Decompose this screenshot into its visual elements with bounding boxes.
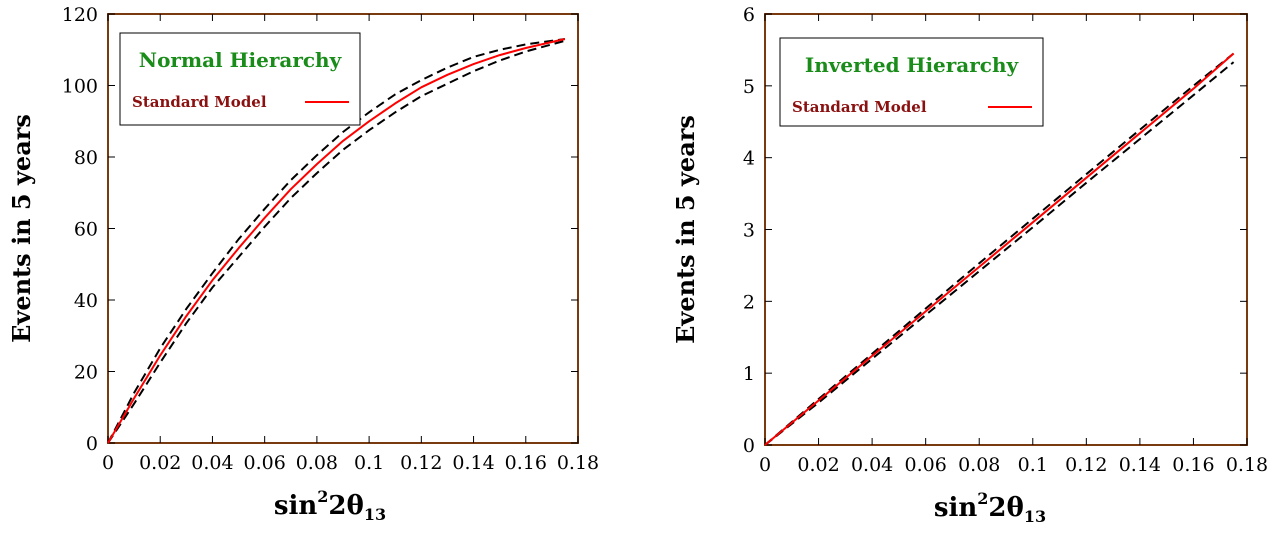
y-tick-label: 4 bbox=[743, 148, 755, 170]
legend-title: Normal Hierarchy bbox=[139, 48, 343, 72]
x-tick-label: 0.02 bbox=[139, 452, 181, 474]
y-tick-label: 120 bbox=[62, 4, 98, 26]
series-line-dashed-band bbox=[107, 39, 566, 444]
x-tick-label: 0.16 bbox=[1172, 454, 1214, 476]
series-line-dashed-band bbox=[764, 61, 1235, 446]
x-axis-label-mid: 2θ bbox=[988, 493, 1023, 523]
x-tick-label: 0.12 bbox=[400, 452, 442, 474]
legend-box bbox=[119, 32, 361, 126]
x-axis-label-base: sin bbox=[274, 491, 318, 521]
y-tick-label: 80 bbox=[74, 147, 98, 169]
y-tick-label: 0 bbox=[86, 433, 98, 455]
x-tick-label: 0.16 bbox=[505, 452, 547, 474]
x-axis-label: sin22θ13 bbox=[934, 489, 1046, 526]
x-axis-label-base: sin bbox=[934, 493, 978, 523]
series-line-standard-model bbox=[764, 52, 1235, 446]
legend: Normal Hierarchy Standard Model bbox=[119, 32, 361, 126]
x-tick-label: 0.12 bbox=[1065, 454, 1107, 476]
y-tick-label: 1 bbox=[743, 363, 755, 385]
y-tick-label: 100 bbox=[62, 76, 98, 98]
x-tick-label: 0.1 bbox=[1018, 454, 1048, 476]
y-tick-label: 60 bbox=[74, 219, 98, 241]
y-tick-label: 2 bbox=[743, 291, 755, 313]
y-tick-label: 5 bbox=[743, 76, 755, 98]
x-axis-label-sup: 2 bbox=[977, 489, 988, 508]
x-tick-label: 0.18 bbox=[557, 452, 599, 474]
x-tick-label: 0.14 bbox=[1119, 454, 1161, 476]
x-tick-label: 0.08 bbox=[296, 452, 338, 474]
x-axis-label-mid: 2θ bbox=[328, 491, 363, 521]
chart-panel-1: 0 0.02 0.04 0.06 0.08 0.1 0.12 0.14 0.16 0.18 0 20 4… bbox=[7, 4, 599, 524]
x-tick-label: 0 bbox=[102, 452, 114, 474]
y-axis-label: Events in 5 years bbox=[671, 115, 700, 344]
x-axis-label-sub: 13 bbox=[364, 505, 386, 524]
x-tick-label: 0.18 bbox=[1226, 454, 1268, 476]
legend-entry-label: Standard Model bbox=[792, 98, 927, 116]
legend: Inverted Hierarchy Standard Model bbox=[779, 37, 1044, 127]
legend-title: Inverted Hierarchy bbox=[805, 53, 1020, 77]
y-tick-label: 6 bbox=[743, 4, 755, 26]
x-tick-label: 0.06 bbox=[244, 452, 286, 474]
y-tick-label: 40 bbox=[74, 290, 98, 312]
series-line-dashed-band bbox=[764, 52, 1235, 446]
series-line-dashed-band bbox=[107, 38, 566, 444]
x-tick-label: 0.08 bbox=[958, 454, 1000, 476]
series-line-standard-model bbox=[107, 38, 566, 444]
x-tick-label: 0 bbox=[759, 454, 771, 476]
x-axis-label-sup: 2 bbox=[317, 487, 328, 506]
y-tick-label: 20 bbox=[74, 362, 98, 384]
chart-panel-2: 0 0.02 0.04 0.06 0.08 0.1 0.12 0.14 0.16 0.18 0 1 2 3… bbox=[671, 4, 1268, 526]
y-axis-label: Events in 5 years bbox=[7, 114, 36, 343]
y-tick-label: 0 bbox=[743, 435, 755, 457]
x-tick-label: 0.04 bbox=[191, 452, 233, 474]
x-axis-label: sin22θ13 bbox=[274, 487, 386, 524]
x-tick-label: 0.06 bbox=[905, 454, 947, 476]
x-tick-label: 0.02 bbox=[797, 454, 839, 476]
x-tick-label: 0.04 bbox=[851, 454, 893, 476]
legend-box bbox=[779, 37, 1044, 127]
x-tick-label: 0.1 bbox=[354, 452, 384, 474]
x-tick-label: 0.14 bbox=[452, 452, 494, 474]
x-axis-label-sub: 13 bbox=[1024, 507, 1046, 526]
y-tick-label: 3 bbox=[743, 220, 755, 242]
legend-entry-label: Standard Model bbox=[132, 93, 267, 111]
